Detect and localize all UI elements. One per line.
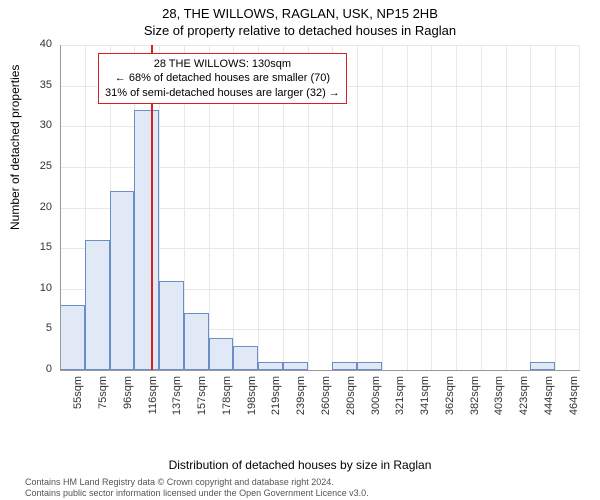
x-tick-label: 260sqm	[320, 376, 332, 416]
x-tick-label: 75sqm	[97, 376, 109, 416]
histogram-bar	[332, 362, 357, 370]
gridline-v	[407, 45, 408, 370]
chart-title-sub: Size of property relative to detached ho…	[0, 21, 600, 38]
gridline-v	[555, 45, 556, 370]
histogram-bar	[85, 240, 110, 370]
x-tick-label: 116sqm	[147, 376, 159, 416]
histogram-bar	[134, 110, 159, 370]
footer-line1: Contains HM Land Registry data © Crown c…	[25, 477, 369, 488]
histogram-bar	[159, 281, 184, 370]
gridline-h	[60, 45, 580, 46]
x-tick-label: 219sqm	[270, 376, 282, 416]
x-tick-label: 423sqm	[518, 376, 530, 416]
x-tick-label: 137sqm	[171, 376, 183, 416]
chart-title-main: 28, THE WILLOWS, RAGLAN, USK, NP15 2HB	[0, 0, 600, 21]
x-tick-label: 362sqm	[444, 376, 456, 416]
y-tick-label: 10	[22, 282, 52, 294]
y-tick-label: 25	[22, 160, 52, 172]
gridline-v	[357, 45, 358, 370]
y-tick-label: 20	[22, 201, 52, 213]
annotation-line: 31% of semi-detached houses are larger (…	[105, 86, 340, 100]
footer-attribution: Contains HM Land Registry data © Crown c…	[25, 477, 369, 499]
x-tick-label: 403sqm	[493, 376, 505, 416]
x-tick-label: 55sqm	[72, 376, 84, 416]
histogram-bar	[184, 313, 209, 370]
y-tick-label: 0	[22, 363, 52, 375]
histogram-bar	[530, 362, 555, 370]
x-tick-label: 341sqm	[419, 376, 431, 416]
histogram-bar	[209, 338, 234, 371]
gridline-v	[481, 45, 482, 370]
gridline-v	[506, 45, 507, 370]
y-axis-line	[60, 45, 61, 370]
annotation-box: 28 THE WILLOWS: 130sqm← 68% of detached …	[98, 53, 347, 104]
gridline-v	[456, 45, 457, 370]
chart-container: 28, THE WILLOWS, RAGLAN, USK, NP15 2HB S…	[0, 0, 600, 500]
histogram-bar	[233, 346, 258, 370]
annotation-line: 28 THE WILLOWS: 130sqm	[105, 57, 340, 71]
x-tick-label: 321sqm	[394, 376, 406, 416]
histogram-bar	[60, 305, 85, 370]
footer-line2: Contains public sector information licen…	[25, 488, 369, 499]
histogram-bar	[258, 362, 283, 370]
plot-area: 051015202530354055sqm75sqm96sqm116sqm137…	[60, 45, 580, 425]
x-tick-label: 382sqm	[469, 376, 481, 416]
x-tick-label: 198sqm	[246, 376, 258, 416]
annotation-line: ← 68% of detached houses are smaller (70…	[105, 71, 340, 85]
x-axis-line	[60, 370, 580, 371]
gridline-v	[431, 45, 432, 370]
y-axis-label: Number of detached properties	[8, 65, 22, 230]
y-tick-label: 5	[22, 322, 52, 334]
x-tick-label: 280sqm	[345, 376, 357, 416]
x-tick-label: 464sqm	[568, 376, 580, 416]
x-tick-label: 178sqm	[221, 376, 233, 416]
x-tick-label: 300sqm	[370, 376, 382, 416]
x-tick-label: 157sqm	[196, 376, 208, 416]
histogram-bar	[283, 362, 308, 370]
x-tick-label: 96sqm	[122, 376, 134, 416]
y-tick-label: 15	[22, 241, 52, 253]
histogram-bar	[357, 362, 382, 370]
gridline-v	[579, 45, 580, 370]
y-tick-label: 40	[22, 38, 52, 50]
x-tick-label: 239sqm	[295, 376, 307, 416]
gridline-v	[382, 45, 383, 370]
y-tick-label: 30	[22, 119, 52, 131]
y-tick-label: 35	[22, 79, 52, 91]
histogram-bar	[110, 191, 135, 370]
x-axis-label: Distribution of detached houses by size …	[0, 458, 600, 472]
x-tick-label: 444sqm	[543, 376, 555, 416]
gridline-v	[530, 45, 531, 370]
